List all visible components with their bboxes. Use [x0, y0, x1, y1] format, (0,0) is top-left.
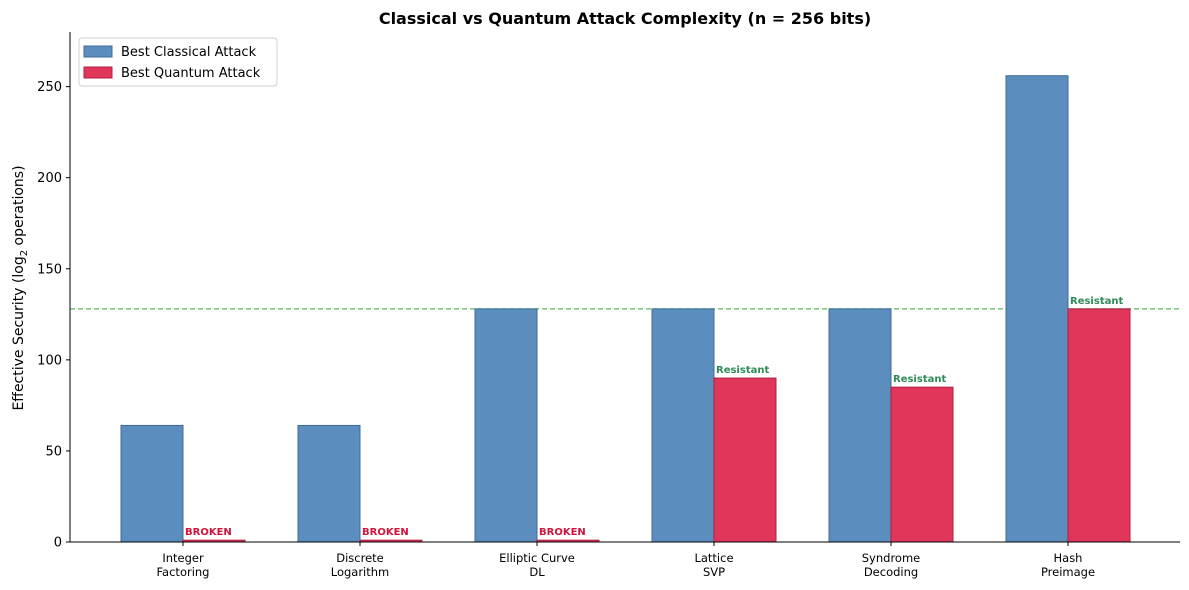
bar-annotation: Resistant	[1070, 296, 1123, 307]
bar-classical	[297, 424, 361, 543]
x-tick-label-line: Syndrome	[862, 551, 920, 565]
y-axis-label-tail: operations)	[11, 165, 27, 249]
bar-classical	[474, 308, 538, 543]
plot-area: BROKEN Integer Factoring BROKEN Discrete Loga…	[37, 32, 1180, 579]
x-tick-label-line: Factoring	[157, 565, 210, 579]
y-axis-label-main: Effective Security (log	[11, 256, 27, 410]
legend-label-classical: Best Classical Attack	[121, 45, 257, 60]
y-axis-label-subscript: 2	[19, 250, 30, 256]
bar-quantum	[890, 386, 954, 543]
bar-classical	[828, 308, 892, 543]
legend-box	[78, 37, 278, 87]
x-tick-label-line: Lattice	[694, 551, 733, 565]
bar-classical	[651, 308, 715, 543]
x-tick-label-line: Preimage	[1041, 565, 1095, 579]
legend-label-quantum: Best Quantum Attack	[121, 66, 261, 81]
x-tick-label-line: Logarithm	[331, 565, 390, 579]
bar-classical	[120, 424, 184, 543]
x-tick-label-line: DL	[529, 565, 545, 579]
bar-quantum	[1067, 308, 1131, 543]
x-tick-label: Integer Factoring	[157, 551, 210, 579]
y-tick-label: 100	[37, 353, 62, 368]
bar-annotation: Resistant	[716, 365, 769, 376]
x-tick-label-line: SVP	[703, 565, 725, 579]
bar-quantum	[713, 377, 777, 543]
bar-annotation: Resistant	[893, 374, 946, 385]
y-tick-label: 50	[45, 444, 62, 459]
bar-classical	[1005, 75, 1069, 543]
chart-title: Classical vs Quantum Attack Complexity (…	[379, 9, 871, 28]
x-tick-label: Hash Preimage	[1041, 551, 1095, 579]
bar-annotation: BROKEN	[539, 527, 586, 538]
x-tick-label: Elliptic Curve DL	[499, 551, 575, 579]
x-tick-label-line: Decoding	[864, 565, 918, 579]
y-tick-label: 150	[37, 262, 62, 277]
legend-swatch-classical	[83, 45, 113, 58]
y-tick-label: 200	[37, 171, 62, 186]
x-tick-label-line: Integer	[162, 551, 204, 565]
bar-annotation: BROKEN	[362, 527, 409, 538]
x-tick-label: Lattice SVP	[694, 551, 733, 579]
x-tick-label-line: Elliptic Curve	[499, 551, 575, 565]
x-tick-label-line: Discrete	[336, 551, 384, 565]
x-tick-label: Discrete Logarithm	[331, 551, 390, 579]
x-tick-label-line: Hash	[1054, 551, 1083, 565]
x-tick-label: Syndrome Decoding	[862, 551, 920, 579]
legend-swatch-quantum	[83, 66, 113, 79]
y-tick-label: 250	[37, 80, 62, 95]
y-axis-label: Effective Security (log2 operations)	[11, 165, 30, 410]
y-tick-label: 0	[54, 536, 62, 551]
bar-annotation: BROKEN	[185, 527, 232, 538]
